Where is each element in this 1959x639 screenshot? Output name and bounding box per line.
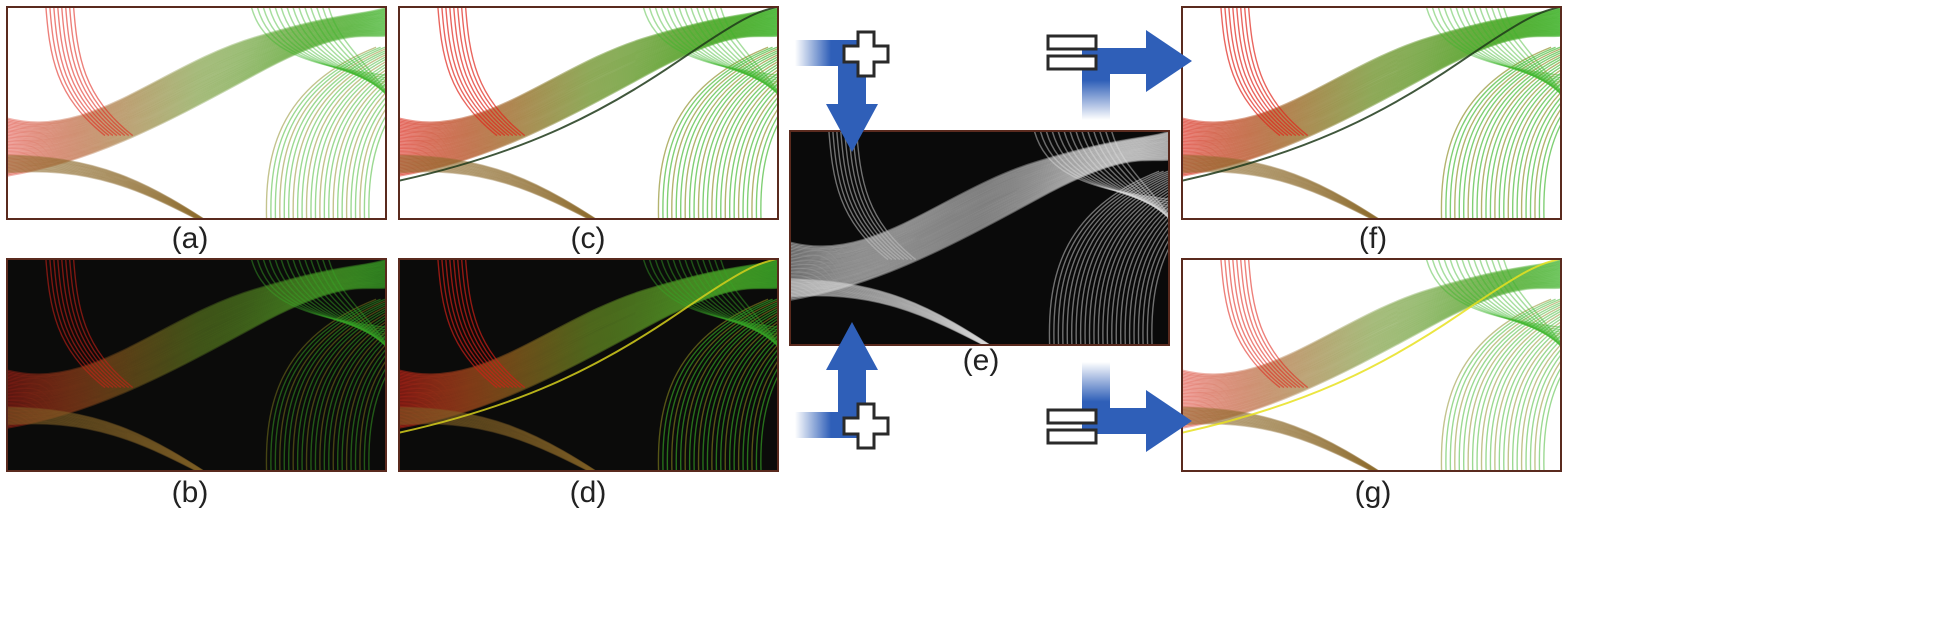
fiber-bundle bbox=[400, 260, 777, 470]
plus-icon-bottom bbox=[842, 402, 890, 450]
panel-b bbox=[6, 258, 387, 472]
caption-b: (b) bbox=[171, 476, 209, 509]
arrow-to-f bbox=[1082, 30, 1192, 120]
fiber-bundle bbox=[791, 132, 1168, 344]
panel-g-render bbox=[1183, 260, 1560, 470]
caption-f: (f) bbox=[1358, 222, 1388, 255]
panel-e bbox=[789, 130, 1170, 346]
panel-f bbox=[1181, 6, 1562, 220]
caption-e: (e) bbox=[962, 344, 1000, 377]
panel-e-render bbox=[791, 132, 1168, 344]
panel-g bbox=[1181, 258, 1562, 472]
panel-d-render bbox=[400, 260, 777, 470]
fiber-bundle bbox=[1183, 8, 1560, 218]
panel-f-render bbox=[1183, 8, 1560, 218]
panel-a-render bbox=[8, 8, 385, 218]
panel-c bbox=[398, 6, 779, 220]
caption-g: (g) bbox=[1354, 476, 1392, 509]
panel-a bbox=[6, 6, 387, 220]
panel-d bbox=[398, 258, 779, 472]
caption-c: (c) bbox=[570, 222, 606, 255]
fiber-bundle bbox=[400, 8, 777, 218]
fiber-bundle bbox=[1183, 260, 1560, 470]
arrow-to-g bbox=[1082, 362, 1192, 452]
equals-icon-top bbox=[1046, 34, 1098, 71]
panel-c-render bbox=[400, 8, 777, 218]
equals-icon-bottom bbox=[1046, 408, 1098, 445]
fiber-bundle bbox=[8, 260, 385, 470]
panel-b-render bbox=[8, 260, 385, 470]
fiber-bundle bbox=[8, 8, 385, 218]
caption-d: (d) bbox=[569, 476, 607, 509]
plus-icon-top bbox=[842, 30, 890, 78]
caption-a: (a) bbox=[171, 222, 209, 255]
